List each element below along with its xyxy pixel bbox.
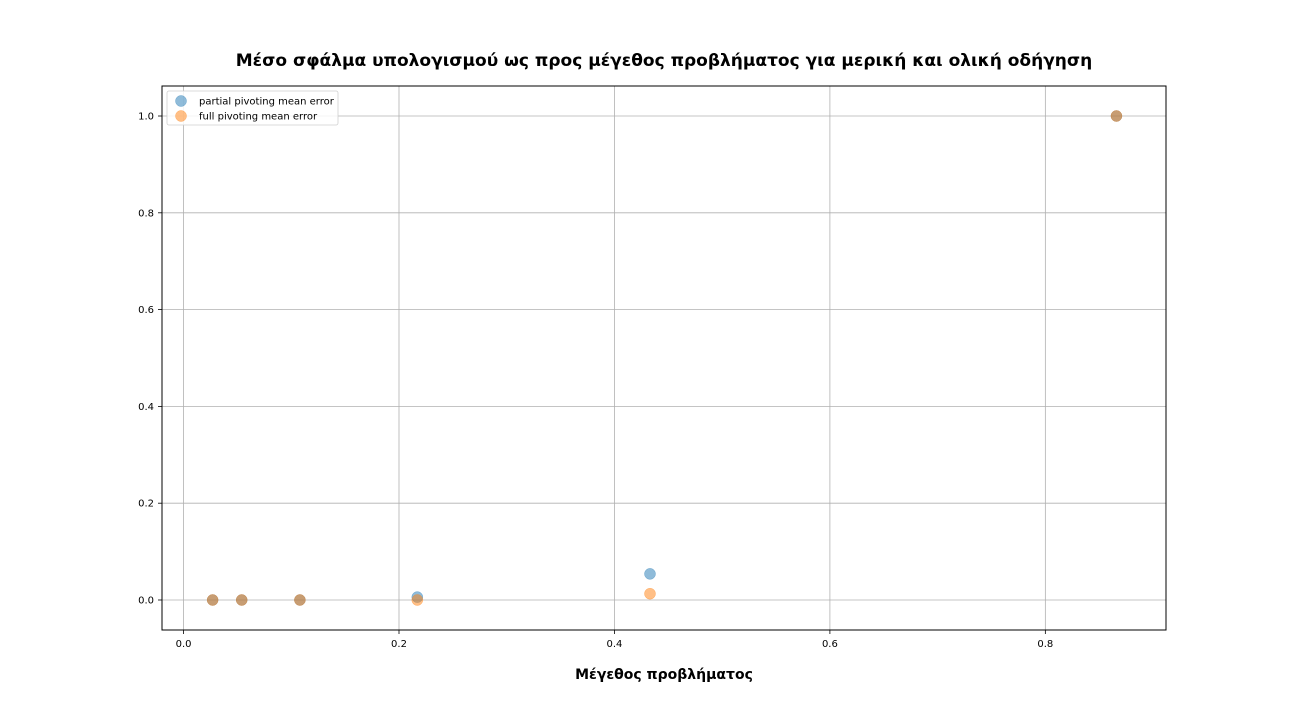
plot-frame xyxy=(161,85,1167,631)
x-axis-label: Μέγεθος προβλήματος xyxy=(575,667,753,683)
grid xyxy=(162,86,1166,630)
y-tick-label: 0.0 xyxy=(138,595,154,606)
y-tick-label: 0.6 xyxy=(138,305,154,316)
legend: partial pivoting mean error full pivoting… xyxy=(166,90,339,126)
legend-marker-series-0 xyxy=(175,95,187,107)
legend-marker-series-1 xyxy=(175,110,187,122)
legend-entry-series-0: partial pivoting mean error xyxy=(199,97,335,108)
data-point-series-1 xyxy=(644,587,656,600)
y-tick-label: 0.4 xyxy=(138,402,154,413)
x-tick-label: 0.4 xyxy=(606,639,622,650)
x-tick-label: 0.8 xyxy=(1037,639,1053,650)
y-tick-label: 0.2 xyxy=(138,499,154,510)
chart-title: Μέσο σφάλμα υπολογισμού ως προς μέγεθος … xyxy=(236,51,1092,71)
data-point-series-0 xyxy=(644,568,656,580)
y-tick-label: 0.8 xyxy=(138,208,154,219)
legend-entry-series-1: full pivoting mean error xyxy=(199,112,318,123)
data-points xyxy=(206,110,1123,606)
legend-box xyxy=(166,90,339,126)
data-point-series-1 xyxy=(1110,110,1123,122)
axis-ticks: 0.0 0.2 0.4 0.6 0.8 0.0 0.2 0.4 0.6 0.8 1.0 xyxy=(138,112,1053,650)
data-point-series-1 xyxy=(411,594,424,606)
x-tick-label: 0.0 xyxy=(176,639,192,650)
data-point-series-1 xyxy=(294,594,306,606)
data-point-series-1 xyxy=(235,594,248,606)
x-tick-label: 0.2 xyxy=(391,639,407,650)
data-point-series-1 xyxy=(206,594,219,606)
y-tick-label: 1.0 xyxy=(138,112,154,123)
x-tick-label: 0.6 xyxy=(822,639,838,650)
